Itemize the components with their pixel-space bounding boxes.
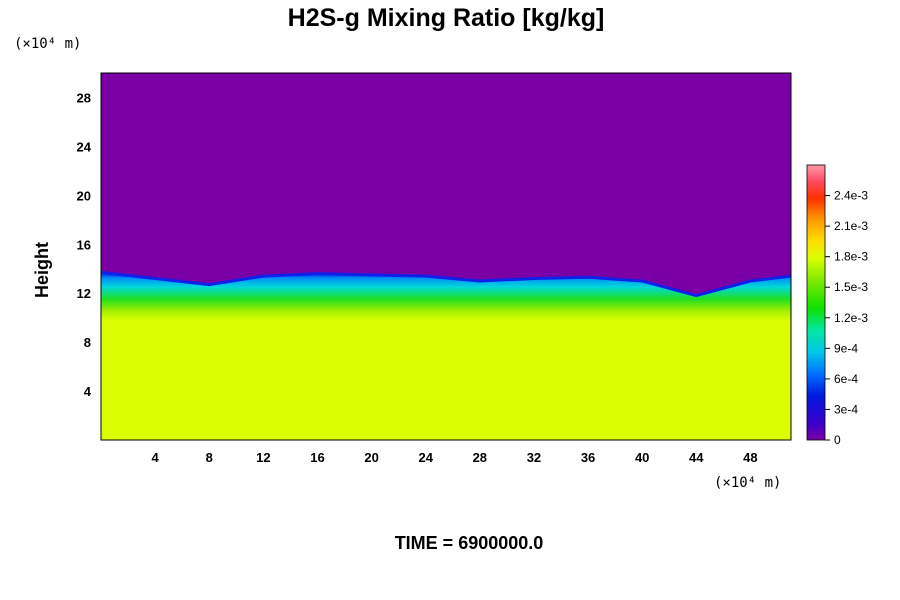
y-tick-labels: 4 8 12 16 20 24 28: [77, 90, 92, 399]
x-tick-label: 12: [256, 450, 270, 465]
y-tick-label: 24: [77, 139, 92, 154]
y-tick-label: 16: [77, 237, 91, 252]
y-tick-label: 20: [77, 188, 91, 203]
heatmap-mixing-zone: [101, 272, 791, 322]
heatmap-mixing-edge: [101, 270, 791, 298]
colorbar-tick-label: 1.5e-3: [834, 280, 868, 294]
x-tick-label: 16: [310, 450, 324, 465]
colorbar-tick-label: 1.2e-3: [834, 311, 868, 325]
x-tick-label: 8: [206, 450, 213, 465]
y-tick-label: 28: [77, 90, 91, 105]
colorbar-tick-label: 2.4e-3: [834, 189, 868, 203]
colorbar-tick-labels: 0 3e-4 6e-4 9e-4 1.2e-3 1.5e-3 1.8e-3 2.1e-3 2.4…: [825, 189, 868, 447]
x-tick-label: 24: [418, 450, 433, 465]
x-tick-label: 20: [364, 450, 378, 465]
colorbar-tick-label: 2.1e-3: [834, 219, 868, 233]
y-tick-label: 8: [84, 335, 91, 350]
y-unit-label: (×10⁴ m): [14, 36, 81, 52]
colorbar-tick-label: 6e-4: [834, 372, 858, 386]
heatmap-plot-area: [101, 73, 791, 440]
chart-title: H2S-g Mixing Ratio [kg/kg]: [288, 4, 605, 32]
y-tick-label: 12: [77, 286, 91, 301]
x-tick-label: 40: [635, 450, 649, 465]
colorbar-tick-label: 1.8e-3: [834, 250, 868, 264]
time-label: TIME = 6900000.0: [395, 533, 544, 553]
y-tick-label: 4: [84, 384, 92, 399]
x-tick-labels: 4 8 12 16 20 24 28 32 36 40 44 48: [152, 450, 758, 465]
colorbar-tick-label: 9e-4: [834, 341, 858, 355]
heatmap-lower-layer: [101, 320, 791, 440]
x-tick-label: 48: [743, 450, 757, 465]
plot-frame: [100, 72, 792, 441]
x-tick-label: 44: [689, 450, 704, 465]
x-tick-label: 32: [527, 450, 541, 465]
colorbar-tick-label: 3e-4: [834, 402, 858, 416]
x-unit-label: (×10⁴ m): [714, 475, 781, 491]
y-axis-label: Height: [32, 242, 52, 298]
colorbar-tick-label: 0: [834, 433, 841, 447]
x-tick-label: 4: [152, 450, 160, 465]
colorbar: [806, 164, 826, 441]
x-tick-label: 28: [473, 450, 487, 465]
x-tick-label: 36: [581, 450, 595, 465]
